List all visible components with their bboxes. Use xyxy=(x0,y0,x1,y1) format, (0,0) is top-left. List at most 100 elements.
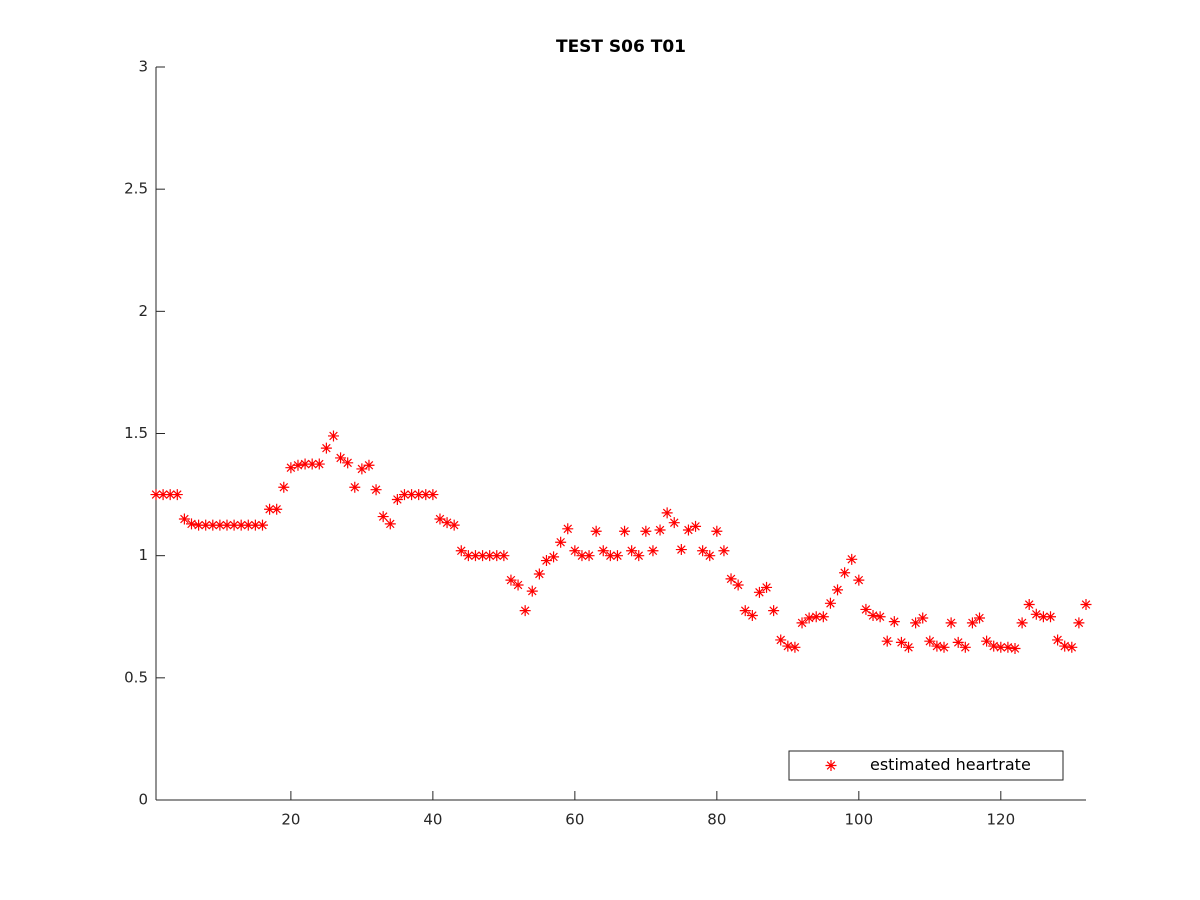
data-point xyxy=(356,463,368,475)
data-point xyxy=(995,641,1007,653)
data-point xyxy=(711,525,723,537)
data-point xyxy=(477,550,489,562)
data-point xyxy=(498,550,510,562)
x-tick-label: 40 xyxy=(423,811,442,829)
data-point xyxy=(207,519,219,531)
data-point xyxy=(697,545,709,557)
data-point xyxy=(413,489,425,501)
data-point xyxy=(654,524,666,536)
data-point xyxy=(540,555,552,567)
data-point xyxy=(626,545,638,557)
data-point xyxy=(789,641,801,653)
data-point xyxy=(484,550,496,562)
data-point xyxy=(306,458,318,470)
data-point xyxy=(945,617,957,629)
data-point xyxy=(164,489,176,501)
data-point xyxy=(647,545,659,557)
data-point xyxy=(803,612,815,624)
data-point xyxy=(533,568,545,580)
data-point xyxy=(391,493,403,505)
data-point xyxy=(292,459,304,471)
data-point xyxy=(377,511,389,523)
data-point xyxy=(562,523,574,535)
y-tick-label: 1.5 xyxy=(124,424,148,442)
data-point xyxy=(881,635,893,647)
data-point xyxy=(249,519,261,531)
y-tick-label: 2 xyxy=(138,302,148,320)
data-point xyxy=(768,605,780,617)
data-point xyxy=(278,481,290,493)
data-point xyxy=(420,489,432,501)
data-point xyxy=(924,635,936,647)
data-point xyxy=(959,641,971,653)
data-point xyxy=(739,605,751,617)
data-point xyxy=(1080,599,1092,611)
data-point xyxy=(746,610,758,622)
data-point xyxy=(633,550,645,562)
data-point xyxy=(597,545,609,557)
data-point xyxy=(349,481,361,493)
data-point xyxy=(974,612,986,624)
data-point xyxy=(512,579,524,591)
data-point xyxy=(271,503,283,515)
data-point xyxy=(242,519,254,531)
data-point xyxy=(1052,634,1064,646)
data-point xyxy=(221,519,233,531)
data-point xyxy=(150,489,162,501)
data-point xyxy=(576,550,588,562)
data-point xyxy=(185,518,197,530)
data-point xyxy=(853,574,865,586)
data-point xyxy=(810,611,822,623)
data-point xyxy=(952,636,964,648)
data-point xyxy=(469,550,481,562)
data-point xyxy=(931,640,943,652)
data-point xyxy=(1023,599,1035,611)
data-point xyxy=(214,519,226,531)
x-tick-label: 20 xyxy=(281,811,300,829)
data-point xyxy=(555,536,567,548)
legend-label: estimated heartrate xyxy=(870,755,1031,774)
data-point xyxy=(193,519,205,531)
data-point xyxy=(1030,608,1042,620)
data-point xyxy=(938,641,950,653)
data-point xyxy=(370,484,382,496)
data-point xyxy=(1073,617,1085,629)
data-point xyxy=(491,550,503,562)
data-point xyxy=(406,489,418,501)
data-point xyxy=(434,513,446,525)
y-tick-label: 1 xyxy=(138,546,148,564)
data-point xyxy=(981,635,993,647)
data-point xyxy=(988,640,1000,652)
data-point xyxy=(718,545,730,557)
data-point xyxy=(228,519,240,531)
data-point xyxy=(867,610,879,622)
data-point xyxy=(640,525,652,537)
data-point xyxy=(342,457,354,469)
data-point xyxy=(910,617,922,629)
data-point xyxy=(668,517,680,529)
data-point xyxy=(335,452,347,464)
data-point xyxy=(753,586,765,598)
data-point xyxy=(690,520,702,532)
data-point xyxy=(682,524,694,536)
data-point xyxy=(178,513,190,525)
data-point xyxy=(256,519,268,531)
data-point xyxy=(1066,641,1078,653)
data-point xyxy=(235,519,247,531)
data-point xyxy=(796,617,808,629)
data-point xyxy=(583,550,595,562)
data-point xyxy=(548,551,560,563)
data-point xyxy=(1002,641,1014,653)
legend-marker xyxy=(825,760,837,771)
data-point xyxy=(171,489,183,501)
data-point xyxy=(704,550,716,562)
data-point xyxy=(569,545,581,557)
data-point xyxy=(505,574,517,586)
data-point xyxy=(1045,611,1056,623)
data-point xyxy=(874,611,886,623)
data-point xyxy=(966,617,978,629)
data-point xyxy=(590,525,602,537)
